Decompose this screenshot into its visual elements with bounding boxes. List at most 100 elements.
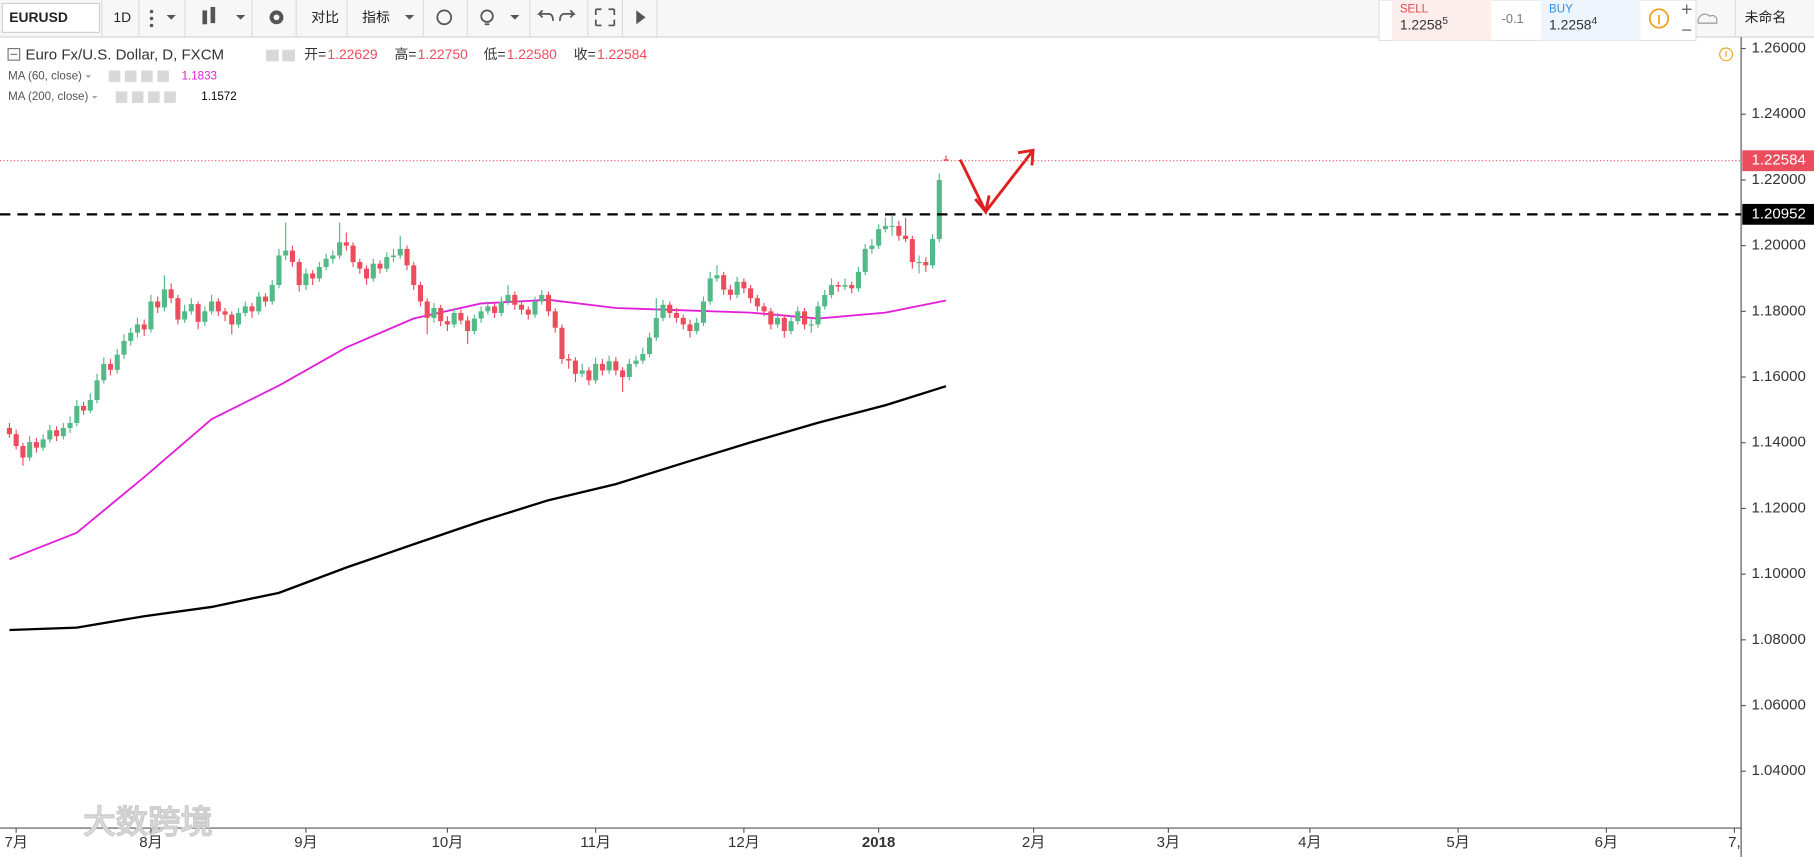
y-tick-label: 1.06000: [1752, 697, 1806, 714]
candle-body: [215, 301, 221, 312]
candle-body: [33, 442, 39, 448]
buy-button[interactable]: [1540, 0, 1641, 41]
candle-body: [748, 288, 754, 299]
candle-body: [465, 320, 471, 332]
x-tick-label: 6月: [1595, 834, 1618, 851]
y-tick-label: 1.22000: [1752, 171, 1806, 188]
level-tag: [1742, 203, 1814, 225]
candle-body: [438, 308, 444, 322]
candle-body: [727, 289, 733, 295]
symbol[interactable]: EURUSD: [9, 9, 68, 25]
candle-body: [626, 363, 632, 378]
candle-body: [242, 306, 248, 313]
candle-body: [114, 354, 120, 370]
x-tick-label: 10月: [432, 834, 464, 851]
x-tick-label: 2月: [1022, 834, 1045, 851]
toolbar-icons: [149, 6, 646, 28]
candle-body: [310, 273, 316, 279]
candle-body: [485, 306, 491, 312]
candle-body: [161, 289, 167, 308]
x-tick-label: 4月: [1298, 834, 1321, 851]
candle-body: [269, 285, 275, 302]
candle-body: [101, 363, 107, 381]
x-tick-label: 3月: [1157, 834, 1180, 851]
buy-price-main: 1.2258: [1549, 16, 1592, 32]
zoom-buttons[interactable]: [1682, 4, 1692, 31]
legend-buttons[interactable]: [108, 49, 296, 103]
candle-body: [936, 179, 942, 240]
spread: -0.1: [1502, 11, 1524, 26]
info-icon[interactable]: [1648, 8, 1670, 29]
sell-price-main: 1.2258: [1400, 16, 1443, 32]
ma-line: [9, 385, 947, 632]
candle-body: [229, 314, 235, 325]
candle-body: [700, 301, 706, 323]
candle-body: [768, 311, 774, 325]
candle-body: [545, 294, 552, 312]
y-tick-label: 1.04000: [1752, 762, 1806, 779]
candle-body: [761, 306, 767, 312]
candle-body: [350, 245, 356, 263]
candle-body: [411, 265, 417, 286]
candle-body: [653, 317, 659, 338]
candle-body: [107, 363, 114, 370]
candles: [6, 155, 949, 466]
legend-entry: MA (60, close): [8, 70, 82, 82]
candle-body: [552, 311, 558, 328]
candle-body: [633, 360, 639, 364]
candle-body: [54, 430, 60, 437]
candle-body: [377, 263, 383, 269]
collapse-icon[interactable]: [7, 47, 21, 61]
sell-button[interactable]: [1391, 0, 1492, 41]
compare-button[interactable]: 对比: [311, 9, 339, 25]
y-tick-label: 1.10000: [1752, 565, 1806, 582]
cloud-icon[interactable]: [1697, 13, 1718, 24]
candle-body: [828, 285, 835, 295]
candle-body: [943, 159, 949, 161]
candle-body: [579, 370, 585, 374]
candle-body: [451, 312, 457, 325]
candle-body: [249, 306, 255, 312]
ohlc-label: 高=: [394, 46, 416, 62]
candle-body: [330, 255, 336, 259]
sell-pip: 5: [1442, 16, 1448, 27]
candle-body: [680, 317, 686, 325]
candle-body: [202, 311, 208, 322]
last-price-tag: [1742, 150, 1814, 172]
candle-body: [808, 324, 814, 326]
candle-body: [532, 301, 538, 315]
x-tick-label: 8月: [139, 834, 162, 851]
candle-body: [647, 337, 653, 355]
y-tick-label: 1.26000: [1752, 39, 1806, 56]
candle-body: [667, 304, 673, 313]
layout-name[interactable]: 未命名: [1745, 9, 1787, 25]
candle-body: [498, 301, 504, 313]
toolbar-icon-lines: [436, 8, 616, 27]
interval[interactable]: 1D: [113, 9, 131, 25]
x-tick-label: 2018: [862, 834, 895, 851]
symbol-box[interactable]: [1, 2, 101, 33]
legend-value: 1.1572: [201, 91, 236, 103]
candle-body: [289, 250, 295, 263]
candle-body: [781, 317, 787, 332]
y-tick-label: 1.20000: [1752, 237, 1806, 254]
candle-body: [788, 321, 794, 332]
y-tick-label: 1.12000: [1752, 499, 1806, 516]
candle-body: [714, 275, 720, 279]
buy-price: 1.22584: [1549, 16, 1597, 33]
candle-body: [67, 423, 73, 428]
candle-body: [741, 281, 747, 289]
candle-body: [262, 296, 269, 302]
candle-body: [673, 312, 680, 318]
indicators-button[interactable]: 指标: [362, 9, 390, 25]
ohlc-label: 收=: [574, 46, 596, 62]
ohlc-value: 1.22629: [327, 46, 377, 62]
candle-body: [599, 363, 605, 371]
candle-body: [276, 255, 282, 286]
candle-body: [471, 318, 477, 332]
candle-body: [916, 262, 922, 264]
ma-line: [9, 298, 947, 561]
sell-price: 1.22585: [1400, 16, 1448, 33]
candle-body: [815, 306, 821, 325]
candle-body: [492, 306, 498, 313]
